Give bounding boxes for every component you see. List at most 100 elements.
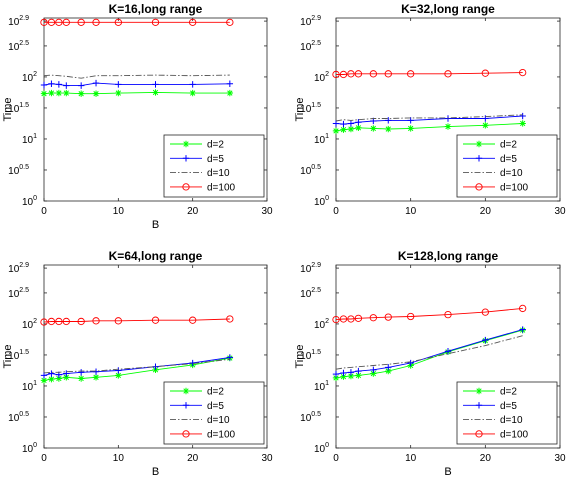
y-tick-label: 102 [22, 71, 37, 84]
data-point [332, 120, 340, 127]
series-d=100 [40, 18, 234, 26]
y-tick-label: 100 [314, 195, 329, 208]
series-line [43, 357, 230, 381]
y-tick-base: 10 [22, 382, 34, 393]
data-point [519, 326, 526, 333]
data-point [519, 68, 527, 77]
series-d=10 [335, 335, 523, 370]
legend-label: d=100 [500, 429, 529, 440]
legend: d=2 d=5 d=10 d=100 [456, 134, 558, 198]
chart-title: K=16,long range [109, 2, 203, 16]
legend-item: d=100 [463, 429, 529, 440]
legend-label: d=5 [500, 154, 517, 165]
legend-marker [475, 183, 483, 191]
y-tick-base: 10 [22, 320, 34, 331]
y-tick-exponent: 1.5 [311, 102, 321, 109]
data-point [189, 316, 197, 324]
y-tick-exponent: 2 [33, 71, 37, 78]
data-point [340, 369, 347, 377]
legend-item: d=5 [463, 154, 517, 165]
series-d=100 [332, 68, 527, 79]
data-point [189, 18, 197, 26]
chart-title: K=128,long range [398, 249, 499, 263]
legend-item: d=100 [170, 429, 236, 440]
data-point [77, 18, 85, 26]
data-point [519, 112, 526, 120]
legend-marker [475, 402, 483, 409]
series-line [335, 329, 523, 375]
data-point [40, 90, 48, 97]
legend-label: d=100 [500, 182, 529, 193]
x-tick-label: 20 [480, 206, 492, 217]
y-tick-label: 101 [22, 380, 37, 393]
y-tick-label: 102.9 [300, 262, 321, 275]
y-tick-label: 100 [22, 442, 37, 455]
x-tick-label: 10 [113, 206, 125, 217]
y-axis-label: Time [294, 97, 306, 121]
x-tick-label: 30 [554, 453, 566, 464]
series-d=100 [332, 304, 527, 324]
legend-item: d=10 [463, 415, 523, 426]
y-tick-label: 101.5 [8, 102, 29, 115]
legend-item: d=5 [170, 401, 224, 412]
legend-label: d=10 [207, 415, 230, 426]
y-tick-exponent: 2.9 [311, 262, 321, 269]
legend-label: d=2 [500, 140, 517, 151]
data-point [355, 367, 362, 375]
legend-label: d=10 [207, 168, 230, 179]
data-point [340, 373, 347, 380]
series-line [43, 82, 230, 87]
data-point [77, 90, 85, 97]
x-tick-label: 20 [480, 453, 492, 464]
y-tick-exponent: 0.5 [19, 164, 29, 171]
legend-marker [182, 387, 190, 395]
data-point [347, 125, 355, 133]
x-tick-label: 10 [405, 206, 417, 217]
data-point [407, 70, 415, 78]
data-point [115, 89, 122, 97]
y-tick-exponent: 2.9 [19, 15, 29, 22]
data-point [63, 374, 70, 381]
y-tick-base: 10 [300, 17, 312, 28]
series-line [335, 114, 523, 122]
y-tick-base: 10 [300, 264, 312, 275]
series-d=2 [332, 120, 526, 135]
data-point [48, 80, 55, 87]
data-point [48, 375, 55, 383]
y-tick-exponent: 1 [33, 380, 37, 387]
legend-marker [182, 183, 190, 191]
y-tick-exponent: 1.5 [19, 102, 29, 109]
y-tick-exponent: 2 [325, 71, 329, 78]
y-tick-base: 10 [314, 444, 326, 455]
series-line [43, 74, 230, 79]
x-axis-label: B [152, 466, 159, 478]
legend-label: d=10 [500, 168, 523, 179]
x-tick-label: 0 [41, 206, 47, 217]
y-tick-label: 100.5 [300, 164, 321, 177]
x-axis-label: B [152, 219, 159, 231]
series-d=2 [40, 89, 234, 97]
y-tick-base: 10 [22, 444, 34, 455]
y-axis-label: Time [2, 97, 14, 121]
data-point [77, 375, 85, 382]
data-point [347, 369, 355, 376]
series-d=5 [332, 326, 526, 378]
y-tick-label: 102.5 [8, 287, 29, 300]
y-axis-label: Time [294, 344, 306, 368]
y-tick-exponent: 1.5 [19, 349, 29, 356]
legend-label: d=2 [207, 387, 224, 398]
data-point [332, 70, 340, 79]
series-line [336, 72, 523, 75]
legend-item: d=10 [170, 415, 230, 426]
y-tick-label: 102.9 [8, 262, 29, 275]
data-point [384, 70, 392, 78]
data-point [63, 370, 70, 377]
data-point [407, 312, 415, 321]
data-point [339, 315, 348, 323]
data-point [55, 317, 63, 326]
data-point [226, 354, 234, 361]
data-point [115, 372, 122, 379]
